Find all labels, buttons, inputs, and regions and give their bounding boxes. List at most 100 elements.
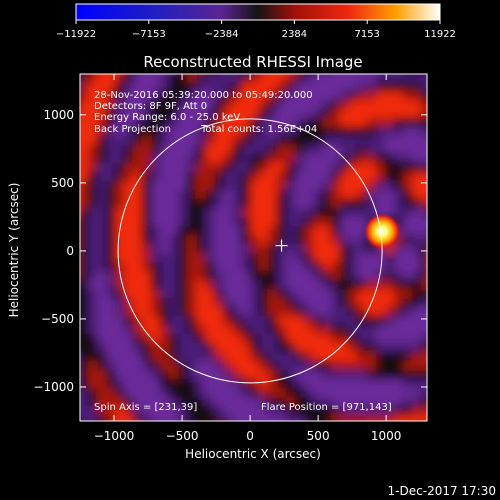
heat-cell xyxy=(322,154,332,164)
heat-cell xyxy=(412,163,422,173)
heat-cell xyxy=(115,163,125,173)
heat-cell xyxy=(304,280,314,290)
heat-cell xyxy=(259,181,269,191)
heat-cell xyxy=(385,406,395,416)
heat-cell xyxy=(169,127,179,137)
solar-limb xyxy=(117,118,383,384)
heat-cell xyxy=(394,406,404,416)
heat-cell xyxy=(160,307,170,317)
heat-cell xyxy=(223,352,233,362)
heat-cell xyxy=(430,127,440,137)
heat-cell xyxy=(349,379,359,389)
heat-cell xyxy=(205,334,215,344)
heat-cell xyxy=(160,91,170,101)
heat-cell xyxy=(259,127,269,137)
heat-cell xyxy=(331,109,341,119)
heat-cell xyxy=(367,271,377,281)
heat-cell xyxy=(403,163,413,173)
heat-cell xyxy=(349,127,359,137)
heat-cell xyxy=(232,82,242,92)
heat-cell xyxy=(349,136,359,146)
heat-cell xyxy=(187,397,197,407)
heat-cell xyxy=(250,199,260,209)
heat-cell xyxy=(331,298,341,308)
heat-cell xyxy=(106,136,116,146)
heat-cell xyxy=(304,91,314,101)
heat-cell xyxy=(178,208,188,218)
heat-cell xyxy=(358,352,368,362)
heat-cell xyxy=(88,307,98,317)
heat-cell xyxy=(241,136,251,146)
heat-cell xyxy=(214,190,224,200)
heat-cell xyxy=(151,100,161,110)
heat-cell xyxy=(313,172,323,182)
heat-cell xyxy=(178,127,188,137)
heat-cell xyxy=(376,271,386,281)
heat-cell xyxy=(205,91,215,101)
heat-cell xyxy=(331,361,341,371)
heat-cell xyxy=(376,127,386,137)
heat-cell xyxy=(421,343,427,353)
heat-cell xyxy=(349,298,359,308)
heat-cell xyxy=(385,415,395,421)
heat-cell xyxy=(259,280,269,290)
heat-cell xyxy=(394,343,404,353)
heat-cell xyxy=(124,316,134,326)
heat-cell xyxy=(80,136,89,146)
heat-cell xyxy=(196,199,206,209)
heat-cell xyxy=(115,74,125,83)
heat-cell xyxy=(88,289,98,299)
heat-cell xyxy=(133,217,143,227)
annotation-energy: Energy Range: 6.0 - 25.0 keV xyxy=(94,112,240,123)
heat-cell xyxy=(277,154,287,164)
heat-cell xyxy=(376,136,386,146)
spin-axis-label: Spin Axis = [231,39] xyxy=(94,402,197,413)
heat-cell xyxy=(349,397,359,407)
heat-cell xyxy=(223,100,233,110)
heat-cell xyxy=(349,163,359,173)
heat-cell xyxy=(349,424,359,434)
heat-cell xyxy=(142,82,152,92)
heat-cell xyxy=(277,370,287,380)
heat-cell xyxy=(142,145,152,155)
heat-cell xyxy=(259,334,269,344)
heat-cell xyxy=(97,181,107,191)
heat-cell xyxy=(223,163,233,173)
heat-cell xyxy=(223,217,233,227)
heat-cell xyxy=(106,352,116,362)
heat-cell xyxy=(268,316,278,326)
heat-cell xyxy=(340,127,350,137)
heat-cell xyxy=(97,190,107,200)
heat-cell xyxy=(205,406,215,416)
heat-cell xyxy=(70,91,80,101)
heat-cell xyxy=(322,127,332,137)
heat-cell xyxy=(88,145,98,155)
heat-cell xyxy=(304,262,314,272)
heat-cell xyxy=(223,379,233,389)
heat-cell xyxy=(376,172,386,182)
heat-cell xyxy=(142,226,152,236)
heat-cell xyxy=(385,316,395,326)
heat-cell xyxy=(313,109,323,119)
heat-cell xyxy=(430,154,440,164)
y-tick-label: −1000 xyxy=(33,380,74,394)
heat-cell xyxy=(187,271,197,281)
heat-cell xyxy=(106,145,116,155)
heat-cell xyxy=(376,109,386,119)
heat-cell xyxy=(80,118,89,128)
heat-cell xyxy=(250,145,260,155)
heat-cell xyxy=(169,199,179,209)
heat-cell xyxy=(232,397,242,407)
heat-cell xyxy=(394,199,404,209)
heat-cell xyxy=(421,424,431,434)
heat-cell xyxy=(124,325,134,335)
heat-cell xyxy=(97,91,107,101)
heat-cell xyxy=(358,109,368,119)
heat-cell xyxy=(412,136,422,146)
heat-cell xyxy=(133,361,143,371)
heat-cell xyxy=(187,343,197,353)
heat-cell xyxy=(142,74,152,83)
heat-cell xyxy=(250,289,260,299)
heat-cell xyxy=(421,172,427,182)
heat-cell xyxy=(313,370,323,380)
